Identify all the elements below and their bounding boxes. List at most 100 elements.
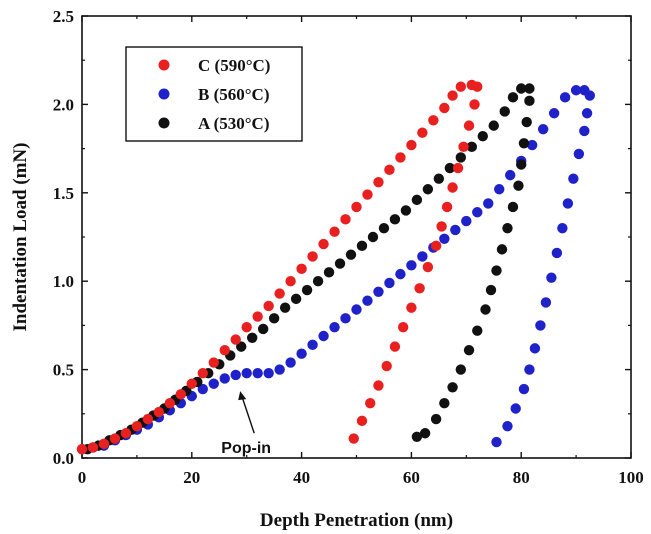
data-point-unloading [551,247,563,259]
data-point-unloading [502,420,513,432]
data-point-unloading [406,302,417,313]
data-point-loading [472,207,483,218]
data-point-loading [334,258,346,269]
data-point-loading [367,231,379,243]
data-point-loading [285,357,296,368]
data-point-unloading [356,415,368,427]
data-point-loading [246,332,258,343]
data-point-loading [142,413,154,425]
data-point-loading [548,108,560,119]
data-point-loading [461,215,472,227]
y-tick-label: 1.5 [53,184,74,203]
data-point-loading [417,251,428,262]
data-point-loading [524,83,535,94]
data-point-loading [285,276,296,287]
data-point-loading [153,406,165,418]
data-point-loading [340,313,351,324]
data-point-loading [296,263,307,275]
data-point-unloading [573,148,585,160]
legend-marker [158,117,170,129]
data-point-loading [526,139,538,151]
data-point-unloading [535,320,546,331]
data-point-loading [290,293,302,305]
data-point-loading [477,131,488,142]
data-point-unloading [480,304,491,315]
data-point-loading [236,341,247,352]
data-point-loading [263,300,274,312]
data-point-loading [373,286,384,298]
popin-arrow-head [238,391,247,401]
data-point-loading [400,205,412,216]
data-point-unloading [447,182,458,193]
axes: 0 20 40 60 80 100 0.0 0.5 1.0 1.5 2.0 2.5 Depth Pene… [10,7,644,531]
series-0 [76,79,483,455]
data-point-unloading [422,261,434,273]
data-point-loading [439,233,450,244]
data-point-loading [318,330,329,342]
data-point-loading [384,277,395,289]
data-point-loading [230,334,241,345]
data-point-loading [537,123,549,135]
y-tick-label: 0.5 [53,361,74,380]
data-point-unloading [452,162,464,174]
data-point-unloading [441,201,453,213]
data-point-loading [378,222,390,234]
data-point-loading [439,102,450,114]
data-point-loading [362,295,373,306]
data-point-loading [208,357,219,368]
data-point-unloading [579,125,590,137]
legend-label: B (560°C) [198,85,270,104]
x-tick-label: 60 [403,468,420,487]
data-point-loading [422,184,434,195]
data-point-unloading [518,383,530,395]
data-point-unloading [463,120,475,131]
data-point-loading [466,141,477,153]
x-tick-label: 100 [618,468,644,487]
y-axis-title: Indentation Load (mN) [10,143,31,332]
data-point-unloading [491,436,502,448]
data-point-unloading [469,99,480,110]
data-point-loading [241,367,252,379]
data-point-unloading [419,428,431,439]
x-tick-label: 40 [293,468,310,487]
data-point-unloading [348,433,359,444]
legend-marker [158,59,170,71]
y-tick-label: 2.0 [53,95,74,114]
data-point-unloading [546,272,557,283]
data-point-loading [274,288,285,299]
data-point-loading [516,83,527,94]
data-point-unloading [447,382,458,393]
data-point-loading [307,251,318,262]
data-point-loading [257,323,269,335]
data-point-loading [499,106,510,117]
data-point-unloading [439,397,450,409]
data-point-unloading [436,221,447,232]
data-point-loading [351,304,362,315]
data-point-loading [98,438,110,450]
data-point-loading [197,367,208,379]
data-point-unloading [430,413,442,425]
data-point-unloading [458,141,469,153]
y-tick-label: 2.5 [53,7,74,26]
data-point-unloading [365,397,376,409]
data-point-loading [570,85,582,96]
data-point-loading [395,152,406,163]
data-point-unloading [496,244,508,255]
data-point-loading [252,311,263,322]
data-point-loading [301,284,313,296]
data-point-unloading [507,201,519,213]
data-point-loading [274,364,285,375]
data-point-unloading [524,95,535,107]
data-point-loading [417,127,428,138]
data-point-unloading [513,180,524,191]
data-point-unloading [463,344,475,356]
data-point-loading [559,92,571,103]
data-point-loading [219,373,230,384]
x-tick-label: 0 [78,468,87,487]
data-point-loading [411,194,423,206]
data-point-loading [323,267,335,278]
data-point-loading [345,249,357,260]
data-point-loading [373,176,384,188]
x-axis-title: Depth Penetration (nm) [260,510,453,531]
